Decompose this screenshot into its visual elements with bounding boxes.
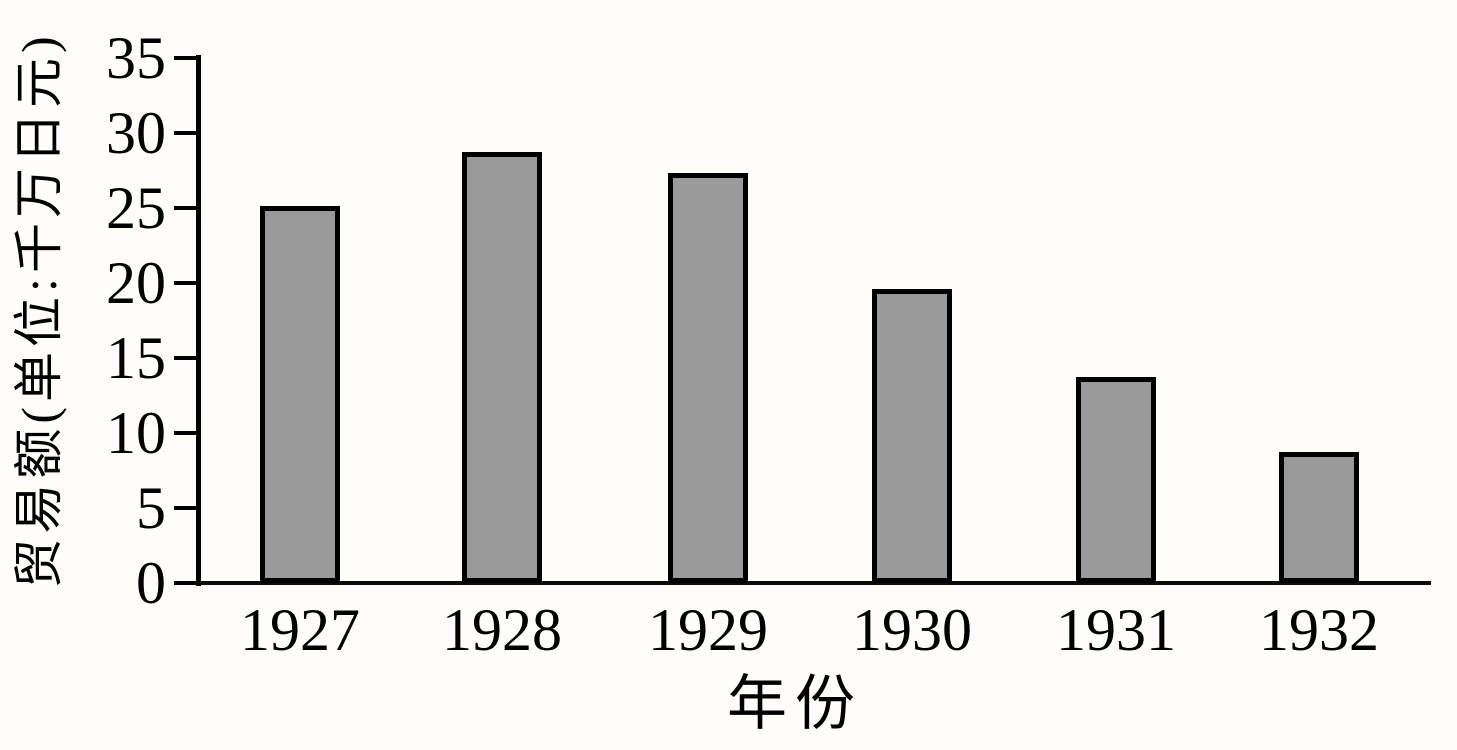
y-tick-label-0: 0 [136, 550, 166, 616]
x-tick-label-1928: 1928 [442, 597, 562, 663]
x-tick-label-1927: 1927 [240, 597, 360, 663]
y-tick-label-15: 15 [106, 325, 166, 391]
y-tick-label-35: 35 [106, 25, 166, 91]
y-tick-mark-10 [174, 431, 198, 435]
bar-1929 [668, 173, 748, 583]
y-tick-mark-20 [174, 281, 198, 285]
y-tick-mark-30 [174, 131, 198, 135]
y-axis-line [196, 55, 201, 586]
y-tick-mark-0 [174, 581, 198, 585]
bar-1932 [1279, 452, 1359, 583]
bar-1930 [872, 289, 952, 583]
x-axis-line [175, 581, 1431, 585]
x-tick-label-1930: 1930 [852, 597, 972, 663]
y-tick-label-20: 20 [106, 250, 166, 316]
y-tick-label-10: 10 [106, 400, 166, 466]
y-tick-mark-15 [174, 356, 198, 360]
y-tick-label-25: 25 [106, 175, 166, 241]
x-tick-label-1929: 1929 [648, 597, 768, 663]
y-tick-mark-5 [174, 506, 198, 510]
x-tick-label-1931: 1931 [1056, 597, 1176, 663]
y-tick-label-30: 30 [106, 100, 166, 166]
x-axis-title: 年份 [727, 671, 863, 737]
bar-1927 [260, 206, 340, 583]
bar-1931 [1076, 377, 1156, 583]
bar-1928 [462, 152, 542, 583]
y-tick-label-5: 5 [136, 475, 166, 541]
y-tick-mark-35 [174, 56, 198, 60]
y-tick-mark-25 [174, 206, 198, 210]
x-tick-label-1932: 1932 [1259, 597, 1379, 663]
